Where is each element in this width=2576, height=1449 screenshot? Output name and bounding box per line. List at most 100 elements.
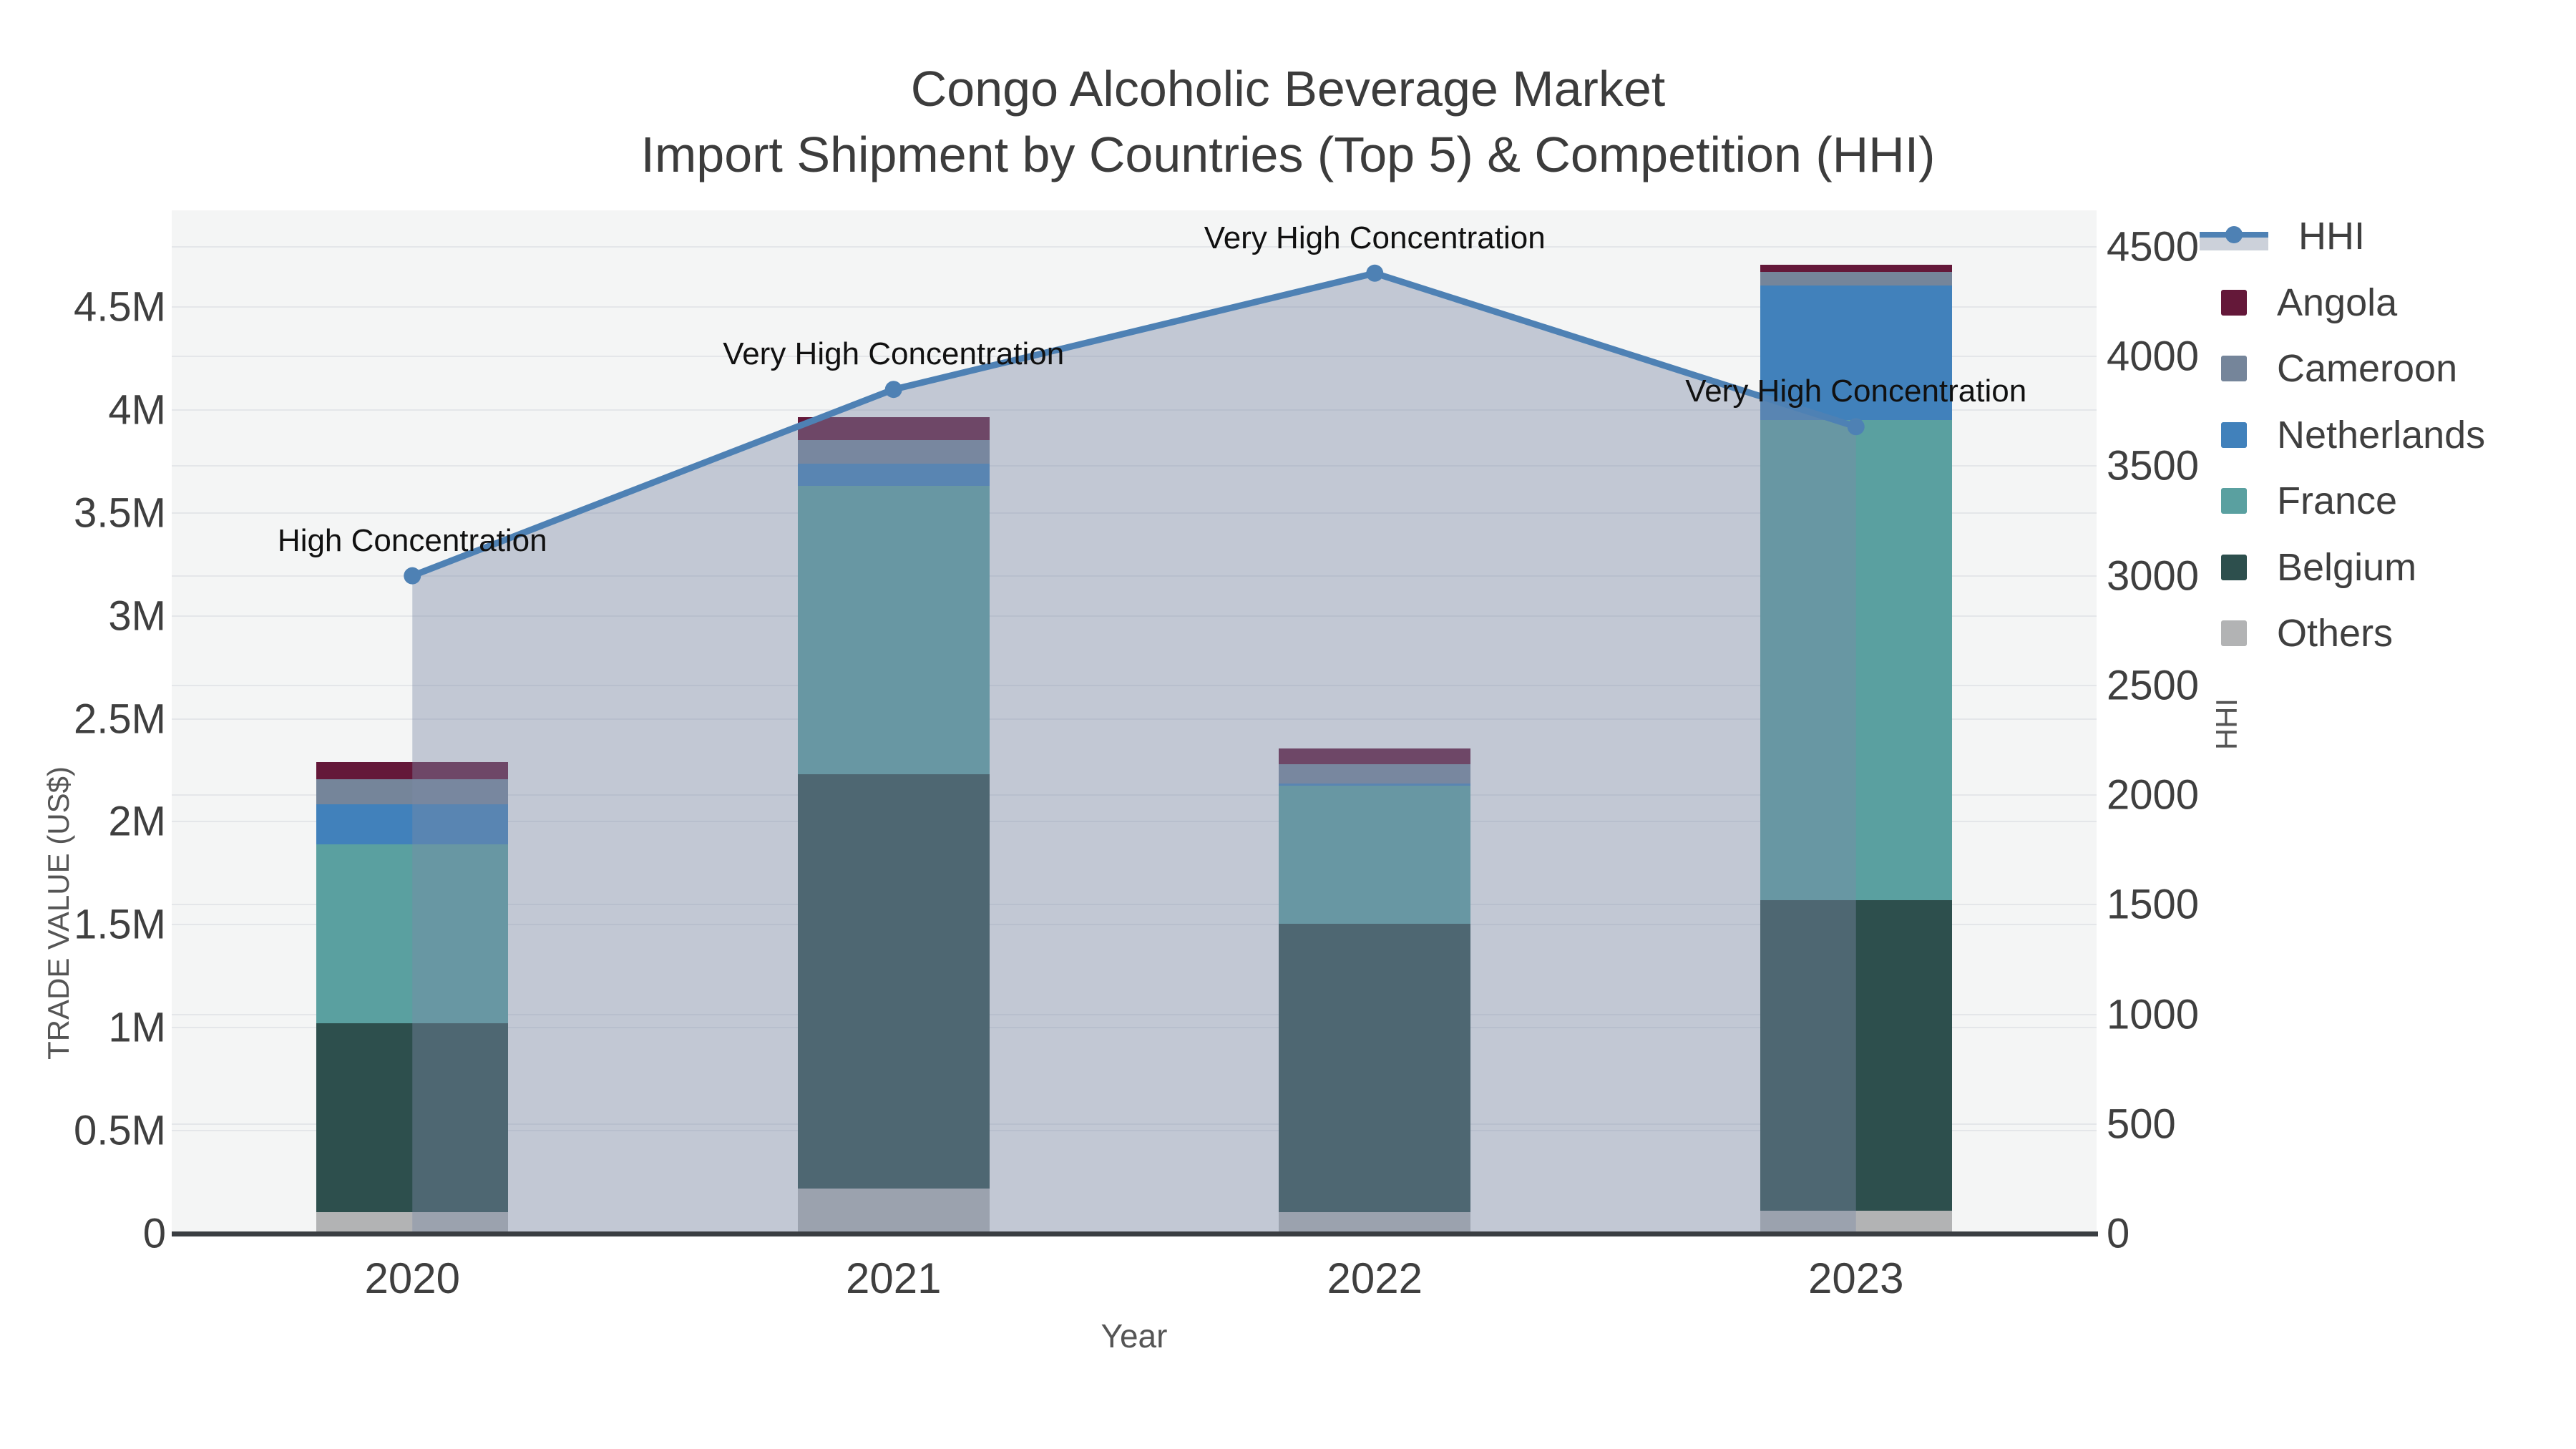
y-left-tick-2.5M: 2.5M <box>74 696 166 742</box>
legend-color-swatch-icon <box>2221 554 2247 580</box>
x-tick-2020: 2020 <box>364 1254 460 1302</box>
bar-segment-angola-2022[interactable] <box>1279 748 1471 764</box>
bar-segment-angola-2020[interactable] <box>316 761 509 780</box>
bar-segment-netherlands-2021[interactable] <box>797 463 990 487</box>
bar-segment-belgium-2020[interactable] <box>316 1023 509 1212</box>
hhi-marker-2021[interactable] <box>884 381 902 399</box>
y-right-tick-4500: 4500 <box>2107 223 2200 270</box>
legend-label: Angola <box>2277 280 2398 324</box>
hhi-line-swatch-icon <box>2200 218 2268 255</box>
bar-segment-netherlands-2023[interactable] <box>1760 285 1952 421</box>
bar-segment-others-2021[interactable] <box>797 1188 990 1234</box>
bar-segment-others-2020[interactable] <box>316 1211 509 1234</box>
bar-segment-cameroon-2020[interactable] <box>316 779 509 804</box>
x-tick-2023: 2023 <box>1808 1254 1904 1302</box>
gridline <box>172 684 2097 686</box>
gridline <box>172 356 2097 358</box>
bar-segment-cameroon-2023[interactable] <box>1760 271 1952 286</box>
bar-segment-cameroon-2021[interactable] <box>797 439 990 464</box>
y-right-tick-2000: 2000 <box>2107 771 2200 819</box>
legend-label: Belgium <box>2277 545 2417 589</box>
legend-item-others[interactable]: Others <box>2198 612 2393 655</box>
gridline <box>172 409 2097 411</box>
gridline <box>172 246 2097 248</box>
y-left-tick-3M: 3M <box>108 592 166 640</box>
bar-segment-netherlands-2020[interactable] <box>316 804 509 845</box>
hhi-area-fill <box>412 273 1856 1234</box>
y-left-tick-1.5M: 1.5M <box>74 901 166 948</box>
bar-segment-belgium-2022[interactable] <box>1279 923 1471 1212</box>
gridline <box>172 1027 2097 1029</box>
annotation-2020: High Concentration <box>277 522 547 558</box>
y-left-tick-0: 0 <box>142 1210 166 1257</box>
chart-title-line-2: Import Shipment by Countries (Top 5) & C… <box>640 127 1936 182</box>
y-left-tick-4.5M: 4.5M <box>74 283 166 331</box>
gridline <box>172 306 2097 308</box>
hhi-marker-2022[interactable] <box>1366 264 1384 282</box>
gridline <box>172 465 2097 467</box>
x-tick-2022: 2022 <box>1327 1254 1423 1302</box>
bar-segment-belgium-2021[interactable] <box>797 774 990 1189</box>
y-right-tick-1000: 1000 <box>2107 991 2200 1038</box>
legend-item-angola[interactable]: Angola <box>2198 281 2397 324</box>
bar-segment-angola-2021[interactable] <box>797 416 990 440</box>
chart-title-line-1: Congo Alcoholic Beverage Market <box>910 61 1666 117</box>
legend-item-hhi[interactable]: HHI <box>2198 215 2365 258</box>
bar-segment-cameroon-2022[interactable] <box>1279 763 1471 784</box>
hhi-marker-2020[interactable] <box>404 567 421 585</box>
y-right-tick-2500: 2500 <box>2107 662 2200 709</box>
bar-segment-angola-2023[interactable] <box>1760 264 1952 272</box>
gridline <box>172 1013 2097 1015</box>
bar-segment-france-2023[interactable] <box>1760 420 1952 900</box>
legend-label: HHI <box>2298 215 2365 258</box>
legend-label: Others <box>2277 612 2394 655</box>
hhi-line <box>411 270 1858 579</box>
annotation-2023: Very High Concentration <box>1685 374 2027 409</box>
x-axis-title: Year <box>1101 1317 1168 1355</box>
y-right-tick-500: 500 <box>2107 1101 2176 1148</box>
y-right-tick-1500: 1500 <box>2107 881 2200 928</box>
gridline <box>172 821 2097 823</box>
legend-item-belgium[interactable]: Belgium <box>2198 546 2416 589</box>
annotation-2022: Very High Concentration <box>1204 220 1546 255</box>
bar-segment-belgium-2023[interactable] <box>1760 899 1952 1211</box>
legend-color-swatch-icon <box>2221 421 2247 448</box>
gridline <box>172 718 2097 720</box>
gridline <box>172 512 2097 514</box>
bar-segment-france-2022[interactable] <box>1279 786 1471 924</box>
legend-label: France <box>2277 479 2398 522</box>
y-right-tick-3000: 3000 <box>2107 552 2200 600</box>
legend-color-swatch-icon <box>2221 488 2247 514</box>
legend-item-netherlands[interactable]: Netherlands <box>2198 414 2485 457</box>
legend-label: Netherlands <box>2277 413 2486 457</box>
bar-segment-france-2020[interactable] <box>316 844 509 1024</box>
gridline <box>172 575 2097 577</box>
y-left-tick-3.5M: 3.5M <box>74 489 166 537</box>
legend-item-cameroon[interactable]: Cameroon <box>2198 347 2457 390</box>
y-left-tick-4M: 4M <box>108 386 166 434</box>
legend-color-swatch-icon <box>2221 356 2247 381</box>
y-right-tick-3500: 3500 <box>2107 442 2200 489</box>
bar-segment-others-2022[interactable] <box>1279 1211 1471 1234</box>
bar-segment-netherlands-2022[interactable] <box>1279 784 1471 786</box>
y-right-tick-0: 0 <box>2107 1210 2130 1257</box>
gridline <box>172 794 2097 796</box>
gridline <box>172 615 2097 617</box>
annotation-2021: Very High Concentration <box>723 336 1065 372</box>
gridline <box>172 1123 2097 1125</box>
x-tick-2021: 2021 <box>846 1254 942 1302</box>
hhi-marker-2023[interactable] <box>1847 418 1865 436</box>
legend-color-swatch-icon <box>2221 289 2247 316</box>
gridline <box>172 924 2097 926</box>
y-left-tick-0.5M: 0.5M <box>74 1107 166 1154</box>
bar-segment-france-2021[interactable] <box>797 486 990 775</box>
legend-color-swatch-icon <box>2221 620 2247 646</box>
y-left-tick-2M: 2M <box>108 798 166 845</box>
gridline <box>172 904 2097 906</box>
y-left-tick-1M: 1M <box>108 1004 166 1051</box>
bar-segment-others-2023[interactable] <box>1760 1211 1952 1234</box>
x-axis-line <box>172 1231 2098 1236</box>
legend-item-france[interactable]: France <box>2198 479 2397 522</box>
